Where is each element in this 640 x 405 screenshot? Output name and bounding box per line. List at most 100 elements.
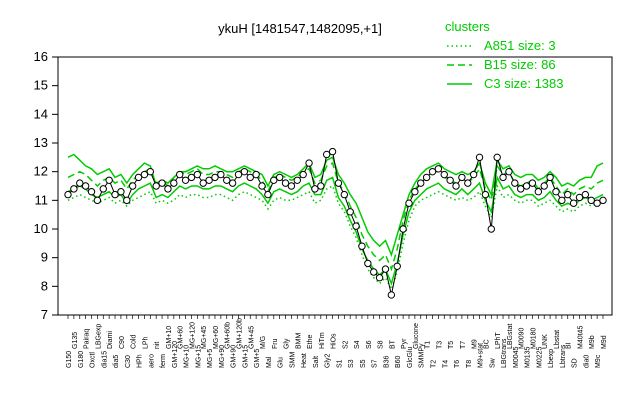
- data-point: [511, 179, 519, 187]
- data-point: [217, 170, 225, 179]
- x-tick-label: GM+60: [178, 326, 185, 349]
- data-point: [234, 170, 243, 179]
- x-tick-label: Sw: [489, 357, 496, 368]
- x-tick-label: SD: [572, 358, 579, 368]
- y-tick-label: 11: [35, 192, 49, 207]
- x-tick-label: S2: [342, 340, 349, 349]
- y-tick-label: 12: [34, 164, 48, 179]
- data-point: [334, 179, 343, 187]
- x-tick-label: Gly: [284, 338, 291, 349]
- data-point: [399, 225, 407, 233]
- x-tick-label: Glu: [278, 357, 285, 368]
- legend-entry-label: C3 size: 1383: [484, 76, 564, 91]
- x-tick-label: B36: [383, 355, 390, 368]
- data-point: [569, 199, 578, 207]
- x-tick-label: MG+120: [189, 322, 196, 349]
- x-tick-label: GM+120b: [236, 318, 243, 349]
- x-tick-label: S7: [372, 359, 379, 368]
- x-tick-label: Gly2: [325, 354, 332, 369]
- x-tick-label: G180: [78, 351, 85, 368]
- data-point: [564, 190, 572, 199]
- data-point: [346, 208, 354, 216]
- data-point: [546, 173, 554, 182]
- x-tick-label: Ethe: [307, 334, 314, 349]
- x-tick-label: Salt: [313, 356, 320, 368]
- data-point: [417, 179, 425, 187]
- x-tick-label: C30: [125, 355, 132, 368]
- series-line-dashed-3: [67, 162, 604, 272]
- x-tick-label: aero: [148, 354, 155, 368]
- x-tick-label: G150: [66, 351, 73, 368]
- plot-frame: [57, 56, 613, 316]
- data-point: [287, 182, 296, 190]
- data-point: [528, 179, 537, 187]
- x-tick-label: HiOs: [331, 333, 338, 349]
- x-tick-label: M9d: [601, 335, 608, 349]
- y-tick-label: 8: [41, 278, 48, 293]
- data-point: [128, 182, 137, 190]
- x-tick-label: M9b: [589, 335, 596, 349]
- x-tick-label: dia5: [113, 355, 120, 368]
- x-tick-label: M9+stat: [478, 343, 485, 368]
- data-point: [264, 190, 272, 199]
- data-point: [364, 259, 372, 268]
- data-point: [558, 196, 566, 205]
- data-point: [228, 179, 237, 187]
- data-point: [146, 167, 155, 176]
- data-point: [299, 170, 307, 179]
- data-point: [352, 222, 360, 230]
- x-tick-label: Heat: [301, 353, 308, 368]
- x-tick-label: Pyr: [401, 338, 408, 349]
- x-tick-label: MG+90: [219, 345, 226, 368]
- x-tick-label: M0135: [525, 346, 532, 368]
- data-point: [446, 176, 454, 184]
- data-point: [117, 188, 125, 196]
- data-point: [164, 185, 172, 193]
- x-tick-label: Glucone: [413, 323, 420, 349]
- x-tick-label: GM+10: [166, 326, 173, 349]
- data-point: [252, 170, 260, 179]
- data-point: [81, 182, 90, 190]
- x-tick-label: S8: [378, 340, 385, 349]
- x-tick-label: Lbexp: [548, 349, 555, 368]
- data-point: [481, 190, 490, 199]
- x-tick-label: T7: [460, 341, 467, 349]
- legend-entry-label: B15 size: 86: [484, 57, 556, 72]
- data-point: [575, 193, 584, 202]
- x-tick-label: UNK: [542, 334, 549, 349]
- x-tick-label: S6: [366, 340, 373, 349]
- x-tick-label: MG+60: [213, 326, 220, 349]
- data-point: [258, 182, 266, 190]
- plot-border: [57, 56, 613, 316]
- x-tick-label: Lbstat: [554, 330, 561, 349]
- data-point: [305, 159, 313, 167]
- x-tick-label: S4: [354, 340, 361, 349]
- x-tick-label: HPh: [137, 354, 144, 368]
- x-tick-label: MG+5: [207, 349, 214, 368]
- data-point: [340, 190, 349, 199]
- data-point: [158, 179, 166, 187]
- x-tick-label: BI: [566, 342, 573, 349]
- data-point: [599, 196, 607, 205]
- x-tick-label: dia0: [583, 355, 590, 368]
- data-point: [93, 196, 102, 205]
- data-point: [381, 265, 390, 273]
- data-point: [317, 182, 325, 190]
- y-tick-label: 15: [34, 78, 48, 93]
- x-tick-label: MG+15: [195, 345, 202, 368]
- data-point: [458, 173, 466, 182]
- y-tick-label: 7: [41, 307, 48, 322]
- x-tick-label: T3: [436, 341, 443, 349]
- data-point: [322, 150, 331, 159]
- x-tick-label: LBGstat: [507, 324, 514, 349]
- data-point: [422, 173, 431, 182]
- x-tick-label: Fru: [272, 338, 279, 349]
- data-point: [505, 167, 513, 176]
- data-point: [281, 179, 290, 187]
- x-tick-label: HiTm: [319, 332, 326, 349]
- data-point: [328, 147, 337, 156]
- data-point: [375, 274, 384, 282]
- data-point: [76, 179, 84, 187]
- x-tick-label: GM+5: [254, 349, 261, 368]
